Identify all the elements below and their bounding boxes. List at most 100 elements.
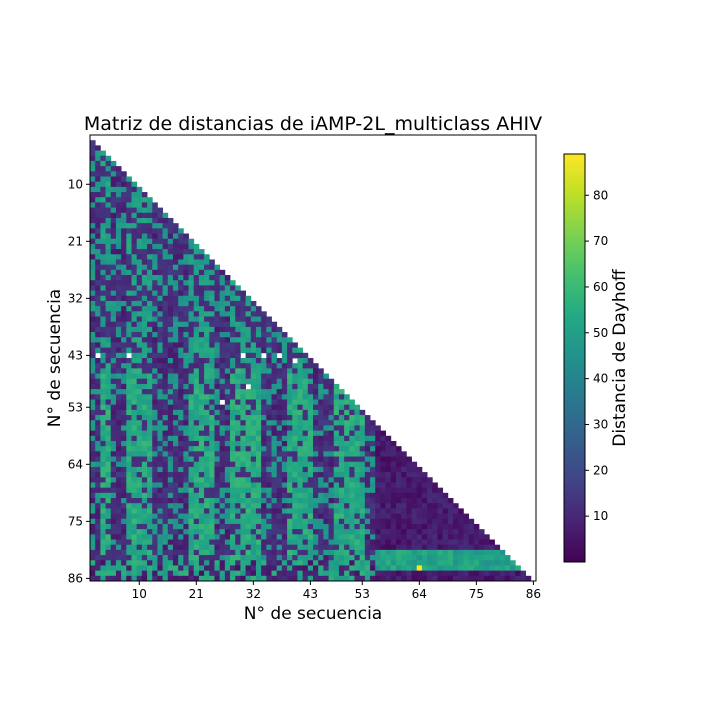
heatmap-cell bbox=[292, 383, 298, 390]
heatmap-cell bbox=[276, 523, 283, 530]
heatmap-cell bbox=[255, 435, 262, 442]
heatmap-cell bbox=[313, 456, 319, 463]
heatmap-cell bbox=[250, 363, 257, 369]
heatmap-cell bbox=[499, 570, 506, 577]
heatmap-cell bbox=[126, 197, 132, 203]
heatmap-cell bbox=[364, 466, 371, 473]
heatmap-cell bbox=[136, 383, 143, 390]
heatmap-cell bbox=[318, 415, 324, 421]
heatmap-cell bbox=[183, 570, 189, 577]
heatmap-cell bbox=[95, 363, 101, 369]
heatmap-cell bbox=[90, 549, 96, 556]
heatmap-cell bbox=[167, 238, 174, 245]
heatmap-cell bbox=[115, 176, 122, 183]
heatmap-cell bbox=[188, 529, 195, 535]
heatmap-cell bbox=[95, 337, 101, 343]
heatmap-cell bbox=[478, 575, 485, 582]
heatmap-cell bbox=[152, 539, 158, 546]
heatmap-cell bbox=[141, 539, 148, 546]
heatmap-cell bbox=[297, 560, 304, 566]
heatmap-cell bbox=[100, 503, 106, 509]
heatmap-cell bbox=[323, 575, 329, 582]
heatmap-cell bbox=[302, 415, 309, 421]
heatmap-cell bbox=[224, 508, 231, 514]
heatmap-cell bbox=[172, 539, 179, 546]
heatmap-cell bbox=[385, 544, 392, 551]
heatmap-cell bbox=[281, 383, 288, 390]
heatmap-cell bbox=[287, 482, 293, 489]
heatmap-cell bbox=[136, 290, 143, 297]
heatmap-cell bbox=[323, 389, 329, 395]
heatmap-cell bbox=[380, 513, 387, 520]
heatmap-cell bbox=[172, 238, 179, 245]
heatmap-cell bbox=[157, 378, 164, 385]
heatmap-cell bbox=[276, 378, 283, 385]
heatmap-cell bbox=[447, 529, 454, 535]
heatmap-cell bbox=[183, 430, 189, 437]
heatmap-cell bbox=[126, 358, 132, 364]
heatmap-cell bbox=[276, 347, 283, 354]
heatmap-cell bbox=[385, 575, 392, 582]
heatmap-cell bbox=[178, 352, 184, 359]
heatmap-cell bbox=[297, 539, 304, 546]
heatmap-cell bbox=[364, 508, 371, 514]
heatmap-cell bbox=[302, 456, 309, 463]
heatmap-cell bbox=[240, 575, 246, 582]
heatmap-cell bbox=[250, 425, 257, 432]
heatmap-cell bbox=[152, 254, 158, 260]
heatmap-cell bbox=[245, 363, 252, 369]
heatmap-cell bbox=[167, 575, 174, 582]
heatmap-cell bbox=[307, 389, 314, 395]
heatmap-cell bbox=[354, 544, 361, 551]
heatmap-cell bbox=[261, 440, 267, 447]
heatmap-cell bbox=[255, 306, 262, 312]
heatmap-cell bbox=[292, 523, 298, 530]
heatmap-cell bbox=[271, 389, 278, 395]
heatmap-cell bbox=[152, 472, 158, 478]
heatmap-cell bbox=[390, 534, 397, 540]
heatmap-cell bbox=[271, 337, 278, 343]
heatmap-cell bbox=[204, 363, 210, 369]
heatmap-cell bbox=[302, 383, 309, 390]
heatmap-cell bbox=[188, 290, 195, 297]
heatmap-cell bbox=[489, 560, 495, 566]
heatmap-cell bbox=[261, 389, 267, 395]
heatmap-cell bbox=[115, 518, 122, 525]
heatmap-cell bbox=[406, 539, 412, 546]
heatmap-cell bbox=[90, 440, 96, 447]
heatmap-cell bbox=[390, 461, 397, 468]
heatmap-cell bbox=[364, 451, 371, 457]
heatmap-cell bbox=[110, 513, 117, 520]
heatmap-cell bbox=[115, 223, 122, 229]
heatmap-cell bbox=[172, 254, 179, 260]
heatmap-cell bbox=[458, 555, 464, 561]
heatmap-cell bbox=[178, 549, 184, 556]
heatmap-cell bbox=[401, 513, 407, 520]
heatmap-cell bbox=[240, 347, 246, 354]
heatmap-cell bbox=[318, 518, 324, 525]
heatmap-cell bbox=[255, 378, 262, 385]
heatmap-cell bbox=[147, 290, 153, 297]
heatmap-cell bbox=[344, 508, 350, 514]
heatmap-cell bbox=[271, 451, 278, 457]
heatmap-cell bbox=[105, 295, 112, 302]
heatmap-cell bbox=[204, 290, 210, 297]
heatmap-cell bbox=[219, 498, 226, 504]
heatmap-cell bbox=[105, 446, 112, 452]
heatmap-cell bbox=[354, 518, 361, 525]
heatmap-cell bbox=[121, 290, 127, 297]
heatmap-cell bbox=[136, 358, 143, 364]
heatmap-cell bbox=[292, 555, 298, 561]
heatmap-cell bbox=[261, 347, 267, 354]
heatmap-cell bbox=[338, 529, 345, 535]
heatmap-cell bbox=[162, 508, 169, 514]
heatmap-cell bbox=[157, 316, 164, 323]
heatmap-cell bbox=[105, 202, 112, 209]
heatmap-cell bbox=[172, 373, 179, 380]
heatmap-cell bbox=[484, 549, 490, 556]
heatmap-cell bbox=[240, 451, 246, 457]
heatmap-cell bbox=[90, 259, 96, 266]
heatmap-cell bbox=[271, 529, 278, 535]
heatmap-cell bbox=[90, 482, 96, 489]
